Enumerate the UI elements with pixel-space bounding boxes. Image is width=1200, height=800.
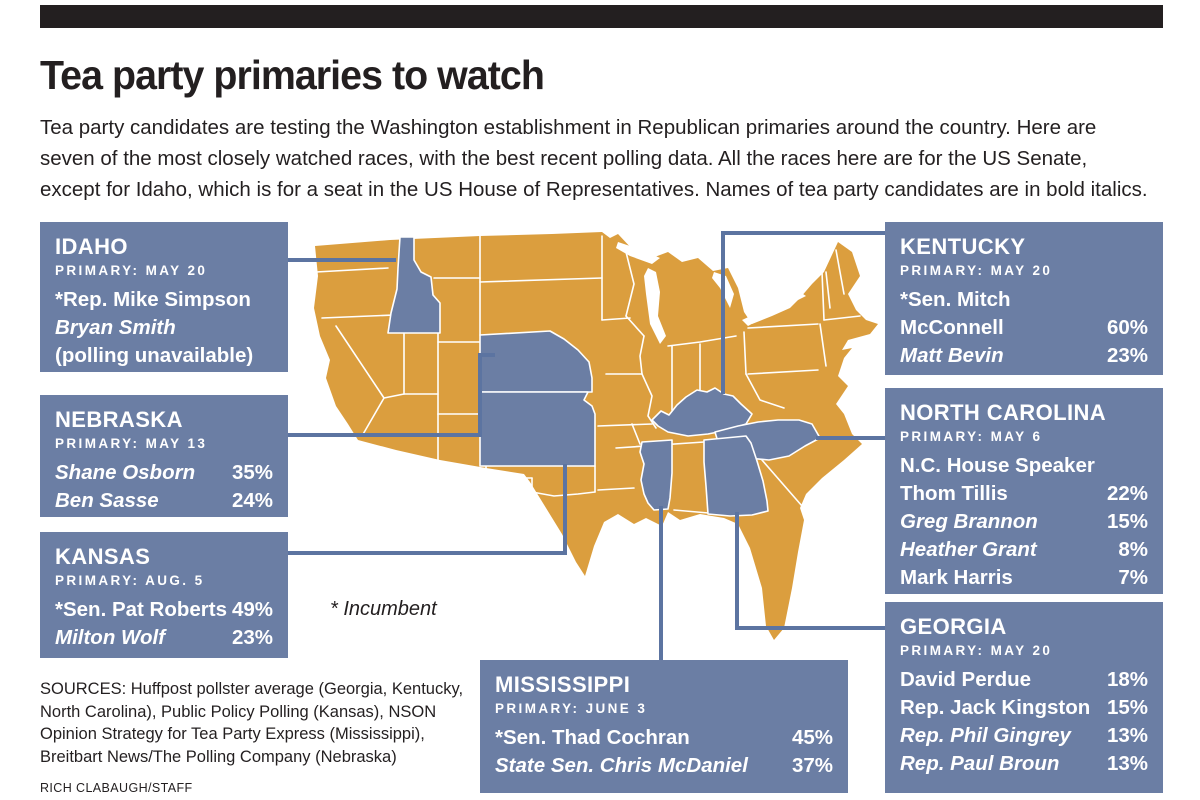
candidate-row: Rep. Phil Gingrey 13% — [900, 724, 1148, 747]
state-name: NEBRASKA — [55, 407, 183, 432]
candidate-row: Shane Osborn 35% — [55, 461, 273, 484]
state-mississippi — [639, 439, 673, 511]
state-idaho — [387, 236, 441, 334]
primary-date: PRIMARY: MAY 20 — [55, 263, 208, 278]
state-georgia — [703, 435, 769, 517]
state-name: GEORGIA — [900, 614, 1007, 639]
state-name: MISSISSIPPI — [495, 672, 631, 697]
sources-line: North Carolina), Public Policy Polling (… — [40, 702, 437, 721]
candidate-row: Greg Brannon 15% — [900, 510, 1148, 533]
primary-date: PRIMARY: MAY 6 — [900, 429, 1043, 444]
callout-box-north-carolina: NORTH CAROLINA PRIMARY: MAY 6 N.C. House… — [885, 388, 1163, 594]
leader-line-idaho — [288, 258, 396, 262]
primary-date: PRIMARY: MAY 13 — [55, 436, 208, 451]
primary-date: PRIMARY: JUNE 3 — [495, 701, 648, 716]
leader-line-kentucky — [721, 231, 885, 235]
leader-line-nebraska — [478, 353, 495, 357]
leader-line-nebraska — [288, 433, 482, 437]
map-landmass — [314, 232, 878, 640]
candidate-row: Ben Sasse 24% — [55, 489, 273, 512]
candidate-row: Milton Wolf 23% — [55, 626, 273, 649]
intro-paragraph: Tea party candidates are testing the Was… — [40, 112, 1180, 205]
candidate-row: Matt Bevin 23% — [900, 344, 1148, 367]
sources-line: SOURCES: Huffpost pollster average (Geor… — [40, 680, 464, 698]
leader-line-north-carolina — [816, 436, 885, 440]
sources-line: Breitbart News/The Polling Company (Nebr… — [40, 747, 397, 766]
leader-line-kansas — [288, 551, 567, 555]
candidate-row: *Sen. Pat Roberts 49% — [55, 598, 273, 621]
candidate-row: Mark Harris 7% — [900, 566, 1148, 589]
state-name: KENTUCKY — [900, 234, 1026, 259]
intro-line: seven of the most closely watched races,… — [40, 147, 1088, 170]
callout-box-georgia: GEORGIA PRIMARY: MAY 20 David Perdue 18% … — [885, 602, 1163, 793]
candidate-row: *Sen. Thad Cochran 45% — [495, 726, 833, 749]
candidate-row: Thom Tillis 22% — [900, 482, 1148, 505]
candidate-row: Bryan Smith — [55, 316, 176, 339]
sources-line: Opinion Strategy for Tea Party Express (… — [40, 725, 425, 743]
leader-line-georgia — [735, 512, 739, 630]
leader-line-mississippi — [659, 506, 663, 662]
state-name: NORTH CAROLINA — [900, 400, 1107, 425]
highlighted-states — [387, 236, 821, 517]
candidate-row: McConnell 60% — [900, 316, 1148, 339]
state-name: IDAHO — [55, 234, 128, 259]
candidate-row: Rep. Paul Broun 13% — [900, 752, 1148, 775]
leader-line-kansas — [563, 464, 567, 555]
callout-box-nebraska: NEBRASKA PRIMARY: MAY 13 Shane Osborn 35%… — [40, 395, 288, 517]
leader-line-nebraska — [478, 353, 482, 437]
leader-line-kentucky — [721, 231, 725, 394]
us-map — [314, 232, 878, 640]
polling-note: (polling unavailable) — [55, 344, 254, 367]
candidate-row: *Sen. Mitch — [900, 288, 1011, 311]
state-kansas — [479, 391, 596, 467]
candidate-row: *Rep. Mike Simpson — [55, 288, 251, 311]
state-name: KANSAS — [55, 544, 151, 569]
callout-box-kentucky: KENTUCKY PRIMARY: MAY 20 *Sen. Mitch McC… — [885, 222, 1163, 375]
intro-line: except for Idaho, which is for a seat in… — [40, 178, 1148, 201]
candidate-row: State Sen. Chris McDaniel 37% — [495, 754, 833, 777]
intro-line: Tea party candidates are testing the Was… — [40, 116, 1097, 139]
sources-block: SOURCES: Huffpost pollster average (Geor… — [40, 678, 490, 768]
leader-line-georgia — [735, 626, 885, 630]
candidate-row: Heather Grant 8% — [900, 538, 1148, 561]
primary-date: PRIMARY: MAY 20 — [900, 263, 1053, 278]
incumbent-note: * Incumbent — [330, 598, 437, 620]
primary-date: PRIMARY: AUG. 5 — [55, 573, 205, 588]
primary-date: PRIMARY: MAY 20 — [900, 643, 1053, 658]
candidate-row: David Perdue 18% — [900, 668, 1148, 691]
candidate-row: Rep. Jack Kingston 15% — [900, 696, 1148, 719]
callout-box-mississippi: MISSISSIPPI PRIMARY: JUNE 3 *Sen. Thad C… — [480, 660, 848, 793]
credit-line: RICH CLABAUGH/STAFF — [40, 781, 193, 795]
callout-box-idaho: IDAHO PRIMARY: MAY 20 *Rep. Mike Simpson… — [40, 222, 288, 372]
state-kentucky — [651, 387, 753, 437]
page-title: Tea party primaries to watch — [40, 52, 545, 98]
top-black-bar — [40, 5, 1163, 28]
callout-box-kansas: KANSAS PRIMARY: AUG. 5 *Sen. Pat Roberts… — [40, 532, 288, 658]
candidate-row: N.C. House Speaker — [900, 454, 1095, 477]
